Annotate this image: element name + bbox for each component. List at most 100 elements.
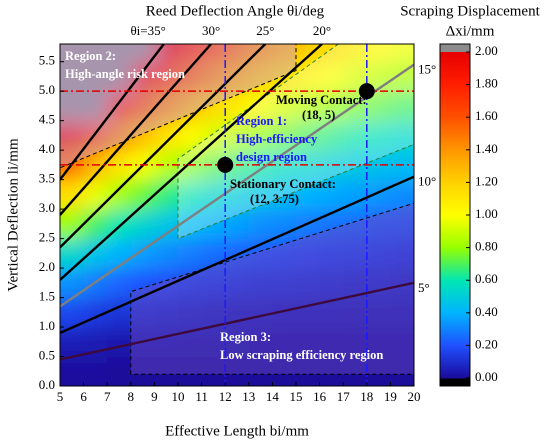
heat-cell <box>319 179 344 210</box>
heat-cell <box>272 120 297 151</box>
heat-cell <box>343 327 368 358</box>
colorbar-segment <box>440 182 470 216</box>
heat-cell <box>296 179 321 210</box>
y-tick-label: 4.5 <box>39 112 55 127</box>
heat-cell <box>272 356 297 386</box>
heat-cell <box>390 44 414 63</box>
heat-cell <box>83 91 108 122</box>
heat-cell <box>130 91 155 122</box>
heat-cell <box>343 297 368 328</box>
heat-cell <box>107 44 132 63</box>
colorbar-tick-label: 0.40 <box>475 304 498 319</box>
heatmap-cells <box>60 44 414 386</box>
moving-contact: Moving Contact: <box>276 93 367 107</box>
heat-cell <box>178 238 203 269</box>
colorbar-tick-label: 0.00 <box>475 369 498 384</box>
heat-cell <box>272 91 297 122</box>
heat-cell <box>107 268 132 299</box>
y-tick-label: 2.5 <box>39 230 55 245</box>
heat-cell <box>248 327 273 358</box>
heat-cell <box>225 209 250 240</box>
stationary-contact-coords: (12, 3.75) <box>250 192 299 206</box>
top-angle-label: 20° <box>313 23 331 38</box>
contact-point <box>217 156 234 173</box>
heat-cell <box>83 238 108 269</box>
heat-cell <box>296 61 321 92</box>
heat-cell <box>83 356 108 386</box>
x-tick-label: 14 <box>266 389 280 404</box>
angle-line <box>60 281 414 361</box>
heat-cell <box>178 297 203 328</box>
annotations: Region 2: High-angle risk region Moving … <box>65 49 383 362</box>
heat-cell <box>319 268 344 299</box>
x-tick-label: 18 <box>360 389 373 404</box>
colorbar-tick-label: 1.00 <box>475 206 498 221</box>
heat-cell <box>248 297 273 328</box>
heat-cell <box>272 179 297 210</box>
heat-cell <box>296 44 321 63</box>
heat-cell <box>225 356 250 386</box>
colorbar-segment <box>440 84 470 118</box>
heat-cell <box>248 268 273 299</box>
heat-cell <box>83 209 108 240</box>
x-tick-label: 16 <box>313 389 327 404</box>
heat-cell <box>319 238 344 269</box>
region1-text: design region <box>236 150 307 164</box>
heat-cell <box>225 327 250 358</box>
angle-line <box>60 44 267 249</box>
y-tick-label: 2.0 <box>39 259 55 274</box>
colorbar-tick-label: 0.80 <box>475 239 498 254</box>
contact-point <box>358 83 375 100</box>
heat-cell <box>296 238 321 269</box>
region2-text: High-angle risk region <box>65 67 185 81</box>
heat-cell <box>154 356 179 386</box>
heat-cell <box>201 356 226 386</box>
top-angle-label: θi=35° <box>130 23 165 38</box>
heat-cell <box>248 179 273 210</box>
right-angle-label: 10° <box>418 174 436 189</box>
heat-cell <box>225 268 250 299</box>
heat-cell <box>390 120 414 151</box>
y-tick-label: 5.0 <box>39 82 55 97</box>
heat-cell <box>296 297 321 328</box>
heat-cell <box>178 44 203 63</box>
x-tick-label: 8 <box>128 389 135 404</box>
moving-contact-coords: (18, 5) <box>302 108 335 122</box>
heat-cell <box>248 120 273 151</box>
heat-cell <box>107 179 132 210</box>
heat-cell <box>296 356 321 386</box>
colorbar-segment <box>440 215 470 249</box>
x-tick-label: 6 <box>80 389 87 404</box>
heat-cell <box>390 268 414 299</box>
angle-line <box>60 63 414 308</box>
heat-cell <box>390 238 414 269</box>
colorbar-tick-label: 2.00 <box>475 43 498 58</box>
colorbar-title: Scraping Displacement <box>400 3 540 19</box>
y-tick-label: 1.0 <box>39 318 55 333</box>
x-tick-label: 11 <box>195 389 208 404</box>
heat-cell <box>225 61 250 92</box>
colorbar-segment <box>440 345 470 379</box>
heat-cell <box>225 44 250 63</box>
heat-cell <box>83 120 108 151</box>
heat-cell <box>296 268 321 299</box>
heat-cell <box>60 91 85 122</box>
heatmap <box>60 44 414 386</box>
heat-cell <box>319 327 344 358</box>
x-tick-label: 12 <box>219 389 232 404</box>
colorbar-segment <box>440 52 470 86</box>
heat-cell <box>319 44 344 63</box>
x-tick-label: 17 <box>337 389 351 404</box>
plot-frame <box>59 43 415 387</box>
heat-cell <box>107 91 132 122</box>
heat-cell <box>296 327 321 358</box>
heat-cell <box>60 356 85 386</box>
y-tick-label: 3.0 <box>39 200 55 215</box>
x-tick-label: 20 <box>408 389 421 404</box>
colorbar-tick-label: 1.20 <box>475 173 498 188</box>
colorbar-tick-label: 0.60 <box>475 271 498 286</box>
colorbar-segment <box>440 247 470 281</box>
heat-cell <box>319 61 344 92</box>
heat-cell <box>343 238 368 269</box>
x-tick-label: 10 <box>172 389 185 404</box>
